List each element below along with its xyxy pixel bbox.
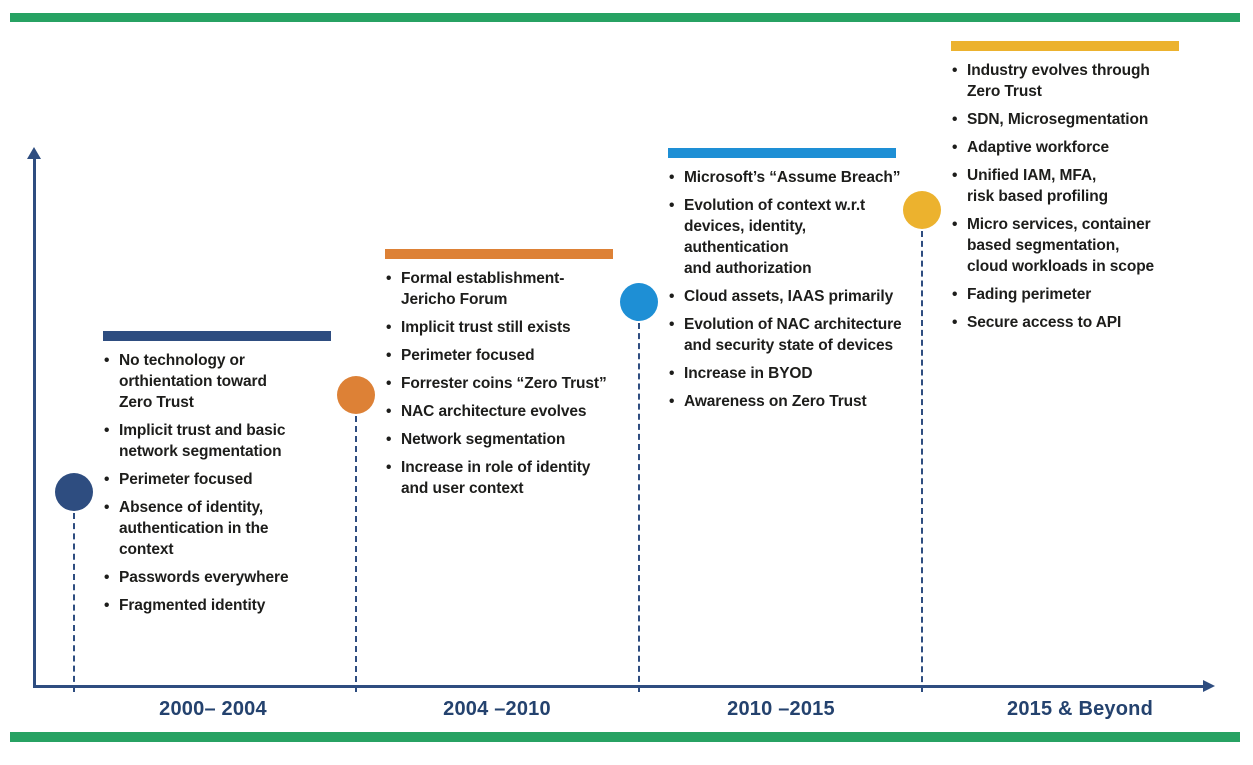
milestone-connector-2000-2004 — [73, 513, 75, 692]
bullet-item: Perimeter focused — [385, 345, 645, 366]
bullet-item: Fading perimeter — [951, 284, 1231, 305]
milestone-connector-2010-2015 — [638, 323, 640, 692]
bullet-item: Passwords everywhere — [103, 567, 353, 588]
bullet-item: Network segmentation — [385, 429, 645, 450]
bullet-item: No technology or orthientation toward Ze… — [103, 350, 353, 413]
bullet-item: SDN, Microsegmentation — [951, 109, 1231, 130]
period-1-accent-bar — [103, 331, 331, 341]
period-4-bullet-list: Industry evolves through Zero Trust SDN,… — [951, 60, 1231, 340]
bullet-item: Micro services, container based segmenta… — [951, 214, 1231, 277]
bullet-item: Industry evolves through Zero Trust — [951, 60, 1231, 102]
period-2-bullet-list: Formal establishment- Jericho Forum Impl… — [385, 268, 645, 506]
milestone-dot-2004-2010 — [337, 376, 375, 414]
bullet-item: Cloud assets, IAAS primarily — [668, 286, 938, 307]
bullet-item: Microsoft’s “Assume Breach” — [668, 167, 938, 188]
y-axis-arrow-icon — [27, 147, 41, 159]
period-3-bullet-list: Microsoft’s “Assume Breach” Evolution of… — [668, 167, 938, 419]
period-label-2015-beyond: 2015 & Beyond — [1007, 698, 1153, 720]
bullet-item: Evolution of NAC architecture and securi… — [668, 314, 938, 356]
period-label-2010-2015: 2010 –2015 — [727, 698, 835, 720]
x-axis-arrow-icon — [1203, 680, 1215, 692]
bullet-item: Implicit trust still exists — [385, 317, 645, 338]
bullet-item: Perimeter focused — [103, 469, 353, 490]
bullet-item: Fragmented identity — [103, 595, 353, 616]
x-axis-line — [33, 685, 1205, 688]
bullet-item: Adaptive workforce — [951, 137, 1231, 158]
milestone-connector-2015-beyond — [921, 231, 923, 692]
bullet-item: Secure access to API — [951, 312, 1231, 333]
bullet-item: Increase in BYOD — [668, 363, 938, 384]
y-axis-line — [33, 158, 36, 687]
bullet-item: NAC architecture evolves — [385, 401, 645, 422]
period-label-2004-2010: 2004 –2010 — [443, 698, 551, 720]
period-2-accent-bar — [385, 249, 613, 259]
bullet-item: Unified IAM, MFA, risk based profiling — [951, 165, 1231, 207]
bottom-border-bar — [10, 732, 1240, 742]
bullet-item: Implicit trust and basic network segment… — [103, 420, 353, 462]
bullet-item: Forrester coins “Zero Trust” — [385, 373, 645, 394]
period-label-2000-2004: 2000– 2004 — [159, 698, 267, 720]
milestone-dot-2010-2015 — [620, 283, 658, 321]
milestone-connector-2004-2010 — [355, 416, 357, 692]
bullet-item: Absence of identity, authentication in t… — [103, 497, 353, 560]
period-1-bullet-list: No technology or orthientation toward Ze… — [103, 350, 353, 623]
milestone-dot-2000-2004 — [55, 473, 93, 511]
period-4-accent-bar — [951, 41, 1179, 51]
bullet-item: Formal establishment- Jericho Forum — [385, 268, 645, 310]
bullet-item: Increase in role of identity and user co… — [385, 457, 645, 499]
milestone-dot-2015-beyond — [903, 191, 941, 229]
top-border-bar — [10, 13, 1240, 22]
bullet-item: Evolution of context w.r.t devices, iden… — [668, 195, 938, 279]
bullet-item: Awareness on Zero Trust — [668, 391, 938, 412]
period-3-accent-bar — [668, 148, 896, 158]
